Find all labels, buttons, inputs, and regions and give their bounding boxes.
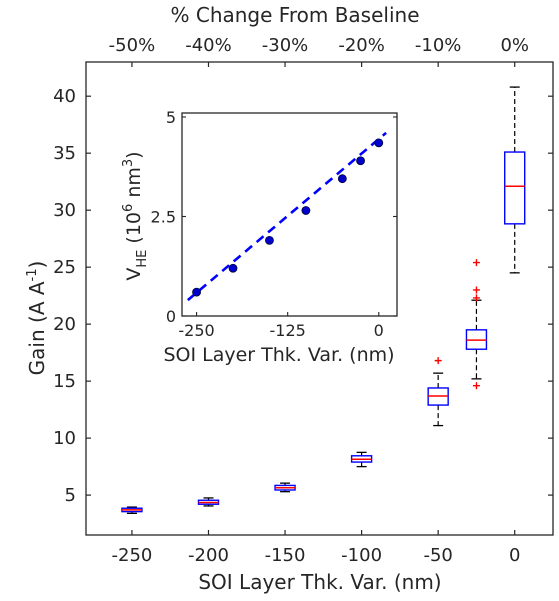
top-tick-label: -20% — [338, 35, 385, 56]
inset-data-point — [356, 156, 365, 166]
box — [350, 451, 373, 468]
inset-y-tick-label: 2.5 — [151, 207, 176, 226]
y-tick-label: 35 — [53, 143, 76, 164]
box — [427, 357, 449, 427]
main-plot-frame — [85, 61, 554, 536]
inset-series — [186, 131, 387, 302]
box — [274, 482, 296, 493]
top-tick-label: -30% — [262, 35, 309, 56]
box-outlier — [472, 286, 480, 294]
box-series — [121, 86, 526, 514]
inset-x-tick-label: 0 — [374, 321, 384, 340]
inset-data-point — [301, 206, 311, 215]
box — [121, 506, 143, 514]
box — [465, 259, 488, 390]
y-tick-label: 25 — [53, 257, 76, 278]
y-axis-title: Gain (A A-1) — [25, 261, 49, 376]
x-tick-label: -100 — [341, 545, 382, 566]
inset-y-tick-label: 5 — [166, 108, 176, 127]
x-tick-label: -150 — [265, 545, 306, 566]
inset-axes: -250 -125 0 0 2.5 5 — [151, 108, 398, 340]
x-tick-label: -200 — [188, 545, 229, 566]
x-axis-title: SOI Layer Thk. Var. (nm) — [198, 570, 441, 594]
box — [504, 86, 526, 274]
box-outlier — [472, 382, 480, 390]
top-axis-title: % Change From Baseline — [171, 3, 420, 27]
inset-fit-line — [186, 131, 387, 302]
inset-x-axis-title: SOI Layer Thk. Var. (nm) — [163, 344, 394, 366]
y-tick-label: 5 — [65, 485, 76, 506]
box-outlier — [472, 259, 480, 267]
y-tick-label: 20 — [53, 314, 76, 335]
inset-data-point — [265, 235, 274, 245]
x-tick-label: 0 — [509, 545, 520, 566]
box-iqr — [504, 151, 526, 225]
y-tick-label: 30 — [53, 200, 76, 221]
top-tick-label: -10% — [415, 35, 462, 56]
main-plot: % Change From Baseline -250 -200 -150 -100-… — [25, 3, 554, 594]
top-tick-label: -50% — [109, 35, 156, 56]
inset-data-point — [374, 138, 384, 148]
y-tick-label: 15 — [53, 371, 76, 392]
inset-x-tick-label: -125 — [270, 321, 306, 340]
top-tick-label: -40% — [185, 35, 232, 56]
inset-y-tick-label: 0 — [166, 307, 176, 326]
top-tick-label: 0% — [500, 35, 529, 56]
inset-y-axis-title: VHE (106 nm3) — [121, 151, 150, 280]
inset-frame — [181, 112, 398, 317]
box-outlier — [434, 357, 442, 365]
inset-data-point — [228, 263, 238, 273]
x-tick-label: -50 — [423, 545, 452, 566]
box-outlier — [472, 294, 480, 302]
x-tick-label: -250 — [112, 545, 153, 566]
y-tick-label: 40 — [53, 86, 76, 107]
main-axes: -250 -200 -150 -100 -50 0 -50% -40% -30% -20% -10%… — [53, 35, 554, 566]
y-tick-label: 10 — [53, 428, 76, 449]
box — [197, 497, 220, 507]
inset-x-tick-label: -250 — [178, 321, 214, 340]
inset-data-point — [192, 287, 201, 297]
inset-plot: -250 -125 002.55 SOI Layer Thk. Var. (nm) … — [121, 108, 398, 366]
inset-data-point — [337, 174, 347, 184]
